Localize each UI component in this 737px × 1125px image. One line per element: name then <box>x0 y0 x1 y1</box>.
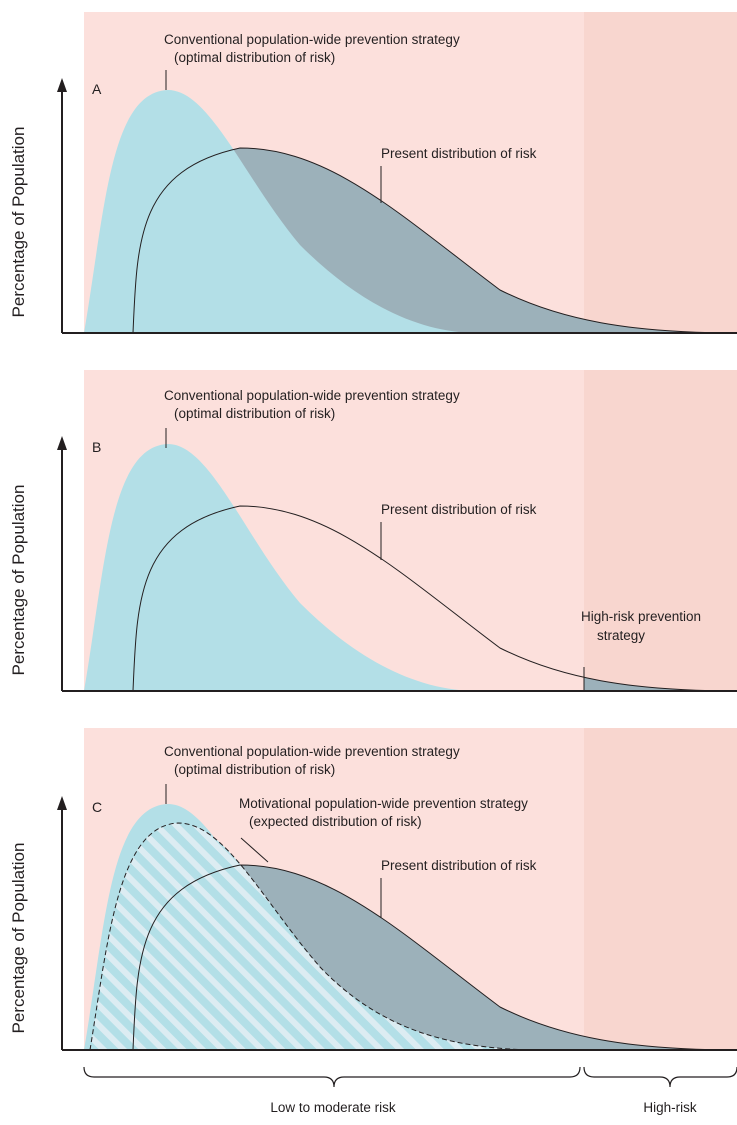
present-distribution-curve <box>132 864 737 1051</box>
highrisk-label-line2: strategy <box>597 628 645 643</box>
optimal-label-line2: (optimal distribution of risk) <box>174 406 335 421</box>
panel-letter: B <box>92 439 101 455</box>
panel-letter: A <box>92 81 102 97</box>
optimal-label-line2: (optimal distribution of risk) <box>174 50 335 65</box>
present-distribution-curve <box>132 147 737 334</box>
y-axis-label: Percentage of Population <box>9 127 28 318</box>
high-risk-region <box>584 12 737 332</box>
risk-category-braces: Low to moderate risk High-risk <box>83 1066 737 1115</box>
optimal-label-line1: Conventional population-wide prevention … <box>164 388 460 403</box>
optimal-label-line1: Conventional population-wide prevention … <box>164 744 460 759</box>
y-axis-label: Percentage of Population <box>9 843 28 1034</box>
low-risk-brace <box>83 1066 581 1088</box>
optimal-distribution-area <box>84 90 478 333</box>
motivational-label-line2: (expected distribution of risk) <box>249 814 422 829</box>
motivational-distribution-area <box>90 823 532 1050</box>
low-risk-label: Low to moderate risk <box>270 1100 396 1115</box>
panel-a: Percentage of Population A Conventional … <box>9 12 737 334</box>
panel-b: Percentage of Population B Conventional … <box>9 370 737 692</box>
high-risk-label: High-risk <box>643 1100 697 1115</box>
high-risk-region <box>584 370 737 690</box>
panel-letter: C <box>92 799 102 815</box>
optimal-label-line1: Conventional population-wide prevention … <box>164 32 460 47</box>
highrisk-label-line1: High-risk prevention <box>581 609 701 624</box>
present-label: Present distribution of risk <box>381 858 537 873</box>
y-axis-arrow-icon <box>57 78 67 92</box>
present-label: Present distribution of risk <box>381 146 537 161</box>
high-risk-tail-area <box>584 677 690 690</box>
y-axis-label: Percentage of Population <box>9 485 28 676</box>
motivational-distribution-curve <box>89 822 533 1051</box>
present-label: Present distribution of risk <box>381 502 537 517</box>
optimal-label-line2: (optimal distribution of risk) <box>174 762 335 777</box>
high-risk-region <box>584 728 737 1050</box>
y-axis-arrow-icon <box>57 436 67 450</box>
optimal-distribution-area <box>84 444 478 691</box>
present-distribution-curve <box>132 505 737 692</box>
high-risk-brace <box>583 1066 737 1088</box>
y-axis-arrow-icon <box>57 796 67 810</box>
panel-c: Percentage of Population C Conventional … <box>9 728 737 1051</box>
motivational-leader-line <box>240 837 269 863</box>
motivational-label-line1: Motivational population-wide prevention … <box>239 796 528 811</box>
